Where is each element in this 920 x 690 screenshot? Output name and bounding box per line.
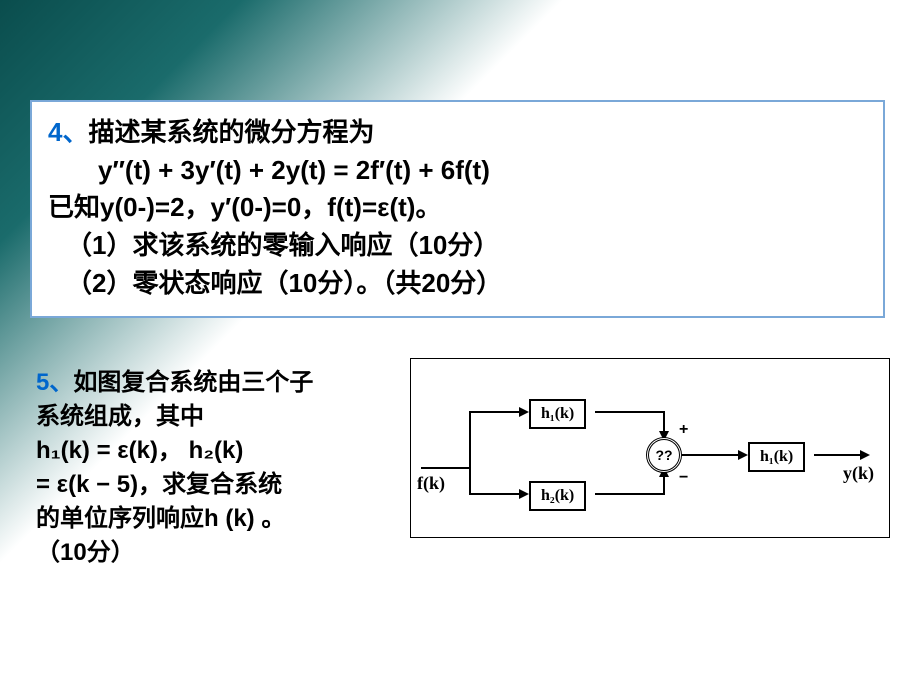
problem-5-box: 5、如图复合系统由三个子 系统组成，其中 h₁(k) = ε(k)， h₂(k)… [30, 358, 400, 578]
arrow-icon [519, 407, 529, 417]
diagram-input-label: f(k) [417, 473, 445, 494]
arrow-icon [519, 489, 529, 499]
diagram-minus-sign: − [679, 469, 688, 487]
problem-4-equation: y″(t) + 3y′(t) + 2y(t) = 2f′(t) + 6f(t) [48, 152, 867, 190]
problem-4-number: 4、 [48, 117, 88, 147]
problem-5-l4: = ε(k − 5)，求复合系统 [36, 468, 394, 502]
diagram-line [595, 493, 665, 495]
diagram-line [469, 411, 471, 495]
diagram-line [595, 411, 665, 413]
problem-5-l5: 的单位序列响应h (k) 。 [36, 502, 394, 536]
block-diagram: f(k) h₁(k) h₂(k) ?? + − h₁(k) y(k) [410, 358, 890, 538]
problem-4-desc: 描述某系统的微分方程为 [88, 117, 374, 147]
diagram-block-h2: h₂(k) [529, 481, 586, 511]
problem-4-conditions: 已知y(0-)=2，y′(0-)=0，f(t)=ε(t)。 [48, 189, 867, 227]
diagram-output-label: y(k) [843, 463, 874, 484]
diagram-line [469, 493, 521, 495]
diagram-summing-junction: ?? [646, 437, 682, 473]
diagram-block-h3: h₁(k) [748, 442, 805, 472]
diagram-block-h1: h₁(k) [529, 399, 586, 429]
diagram-line [469, 411, 521, 413]
problem-4-line1: 4、描述某系统的微分方程为 [48, 114, 867, 152]
problem-4-part2: （2）零状态响应（10分）。（共20分） [48, 265, 867, 303]
problem-4-part1: （1）求该系统的零输入响应（10分） [48, 227, 867, 265]
problem-5-l2: 系统组成，其中 [36, 400, 394, 434]
arrow-icon [738, 450, 748, 460]
problem-5-l1: 如图复合系统由三个子 [73, 369, 313, 396]
diagram-line [682, 454, 740, 456]
diagram-plus-sign: + [679, 421, 688, 439]
problem-5-line1: 5、如图复合系统由三个子 [36, 366, 394, 400]
problem-5-number: 5、 [36, 369, 73, 396]
problem-5-l6: （10分） [36, 536, 394, 570]
arrow-icon [860, 450, 870, 460]
diagram-line [421, 467, 469, 469]
diagram-line [814, 454, 862, 456]
problem-5-l3: h₁(k) = ε(k)， h₂(k) [36, 434, 394, 468]
problem-4-box: 4、描述某系统的微分方程为 y″(t) + 3y′(t) + 2y(t) = 2… [30, 100, 885, 318]
